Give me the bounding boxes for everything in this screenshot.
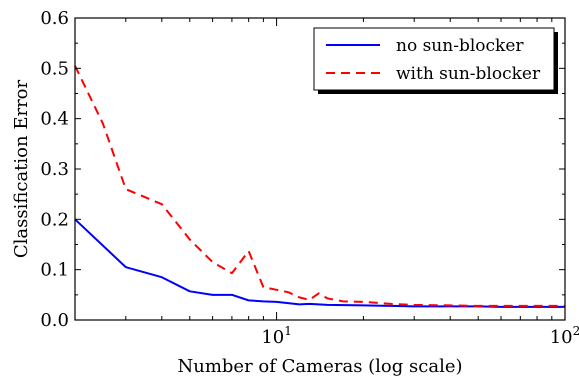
legend-label-no-sun-blocker: no sun-blocker [396,36,524,56]
tick-labels: 0.0 0.1 0.2 0.3 0.4 0.5 0.6 101 102 [40,8,579,348]
series-line-no-sun-blocker [74,218,565,308]
y-tick-label: 0.3 [40,159,69,180]
legend-box [313,27,555,91]
legend-label-with-sun-blocker: with sun-blocker [396,64,541,84]
x-tick-label: 101 [261,324,292,348]
y-tick-label: 0.1 [40,260,69,281]
y-axis-title: Classification Error [11,79,32,258]
ticks-layer [74,17,566,321]
y-tick-label: 0.0 [40,310,69,331]
y-tick-label: 0.4 [40,109,69,130]
y-tick-label: 0.6 [40,8,69,29]
y-tick-label: 0.2 [40,209,69,230]
x-axis-title: Number of Cameras (log scale) [178,356,463,376]
y-tick-label: 0.5 [40,58,69,79]
series-layer [74,65,565,308]
series-line-with-sun-blocker [74,65,565,307]
legend: no sun-blocker with sun-blocker [313,27,558,94]
x-tick-label: 102 [550,324,579,348]
